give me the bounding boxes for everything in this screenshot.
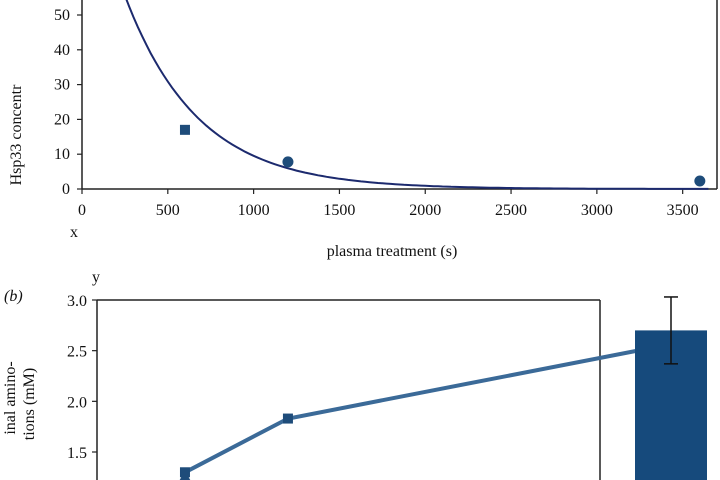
panel-a-y-ticks: 0 10 20 30 40 50 — [54, 7, 82, 198]
x-tick-label: 500 — [156, 202, 180, 219]
data-point-circle — [282, 156, 294, 168]
y-axis-label: Hsp33 concentr — [8, 84, 25, 186]
x-tick-label: 3500 — [667, 202, 699, 219]
y-axis-marker: y — [92, 269, 100, 286]
y-tick-label: 1.5 — [67, 445, 87, 462]
x-tick-label: 1000 — [238, 202, 270, 219]
y-tick-label: 2.5 — [67, 344, 87, 361]
series-line — [184, 336, 701, 475]
y-axis-label-line2: tions (mM) — [21, 368, 38, 440]
panel-a-x-ticks: 0 500 1000 1500 2000 2500 3000 3500 — [78, 189, 699, 219]
x-tick-label: 2500 — [495, 202, 527, 219]
x-axis-marker: x — [70, 224, 78, 241]
y-tick-label: 50 — [54, 7, 70, 24]
x-tick-label: 1500 — [323, 202, 355, 219]
panel-b-axes — [96, 299, 601, 480]
panel-a-points — [179, 124, 706, 187]
y-tick-label: 2.0 — [67, 394, 87, 411]
y-axis-label-line1: inal amino- — [2, 361, 19, 434]
y-tick-label: 40 — [54, 42, 70, 59]
x-axis-label: plasma treatment (s) — [327, 243, 458, 260]
data-point-circle — [694, 175, 706, 187]
x-tick-label: 0 — [78, 202, 86, 219]
x-tick-label: 3000 — [581, 202, 613, 219]
y-tick-label: 20 — [54, 111, 70, 128]
y-tick-label: 30 — [54, 77, 70, 94]
x-tick-label: 2000 — [409, 202, 441, 219]
y-tick-label: 3.0 — [67, 293, 87, 310]
panel-b-points — [179, 333, 705, 480]
panel-b-y-ticks: 3.0 2.5 2.0 1.5 — [67, 293, 97, 462]
y-tick-label: 0 — [62, 181, 70, 198]
data-point-square — [179, 124, 190, 135]
fit-curve — [125, 0, 709, 190]
data-point-triangle — [179, 470, 191, 480]
panel-b: (b) y inal amino- tions (mM) 3.0 2.5 2.0 1.… — [2, 269, 707, 480]
panel-a: 0 500 1000 1500 2000 2500 3000 3500 0 10 20 30 40 50… — [8, 0, 718, 260]
panel-label-b: (b) — [4, 288, 23, 305]
data-point-square — [282, 413, 293, 424]
y-tick-label: 10 — [54, 146, 70, 163]
side-bar — [635, 296, 707, 480]
